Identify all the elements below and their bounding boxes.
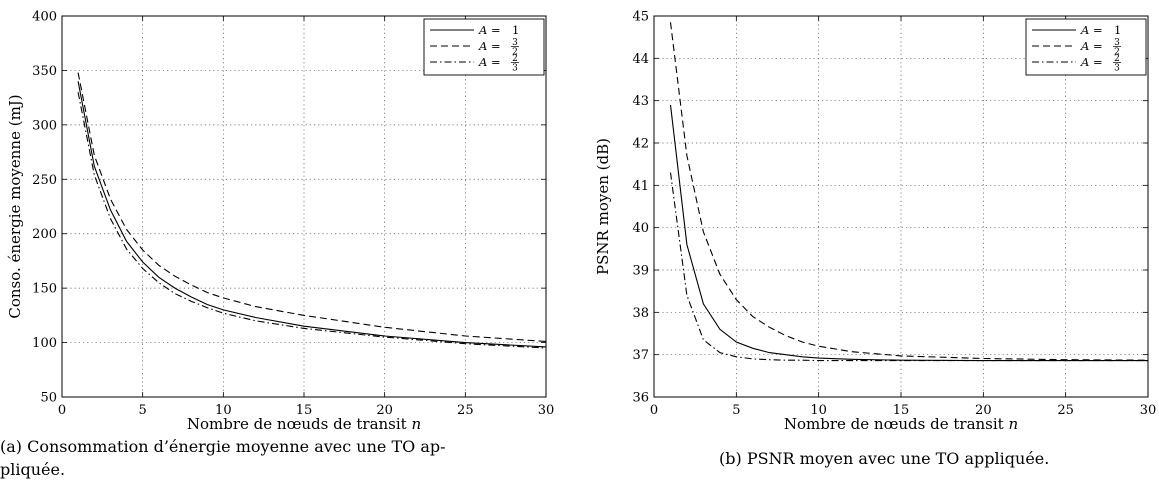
x-tick-label: 30 bbox=[1140, 403, 1157, 418]
y-tick-label: 100 bbox=[32, 336, 57, 351]
x-tick-label: 5 bbox=[139, 403, 147, 418]
x-tick-label: 10 bbox=[215, 403, 232, 418]
y-tick-label: 250 bbox=[32, 173, 57, 188]
legend-box bbox=[1025, 18, 1147, 76]
series-line-3 bbox=[77, 92, 547, 349]
y-tick-label: 350 bbox=[32, 64, 57, 79]
x-tick-label: 0 bbox=[58, 403, 66, 418]
legend-numerator: 2 bbox=[512, 54, 518, 64]
series-line-2 bbox=[77, 72, 547, 343]
y-tick-label: 200 bbox=[32, 227, 57, 242]
y-axis-label: PSNR moyen (dB) bbox=[594, 138, 612, 275]
legend-value: 1 bbox=[512, 23, 519, 37]
x-axis-label: Nombre de nœuds de transit n bbox=[784, 415, 1018, 430]
legend-label: A = bbox=[1080, 55, 1103, 69]
y-tick-label: 41 bbox=[632, 179, 649, 194]
y-tick-label: 400 bbox=[32, 10, 57, 25]
legend-label: A = bbox=[478, 39, 501, 53]
x-tick-label: 20 bbox=[376, 403, 393, 418]
y-tick-label: 50 bbox=[40, 391, 57, 406]
x-tick-label: 25 bbox=[1057, 403, 1074, 418]
legend-denominator: 2 bbox=[512, 48, 518, 58]
x-tick-label: 10 bbox=[810, 403, 827, 418]
x-tick-label: 0 bbox=[650, 403, 658, 418]
legend-label: A = bbox=[1080, 23, 1103, 37]
y-tick-label: 36 bbox=[632, 391, 649, 406]
legend-value: 1 bbox=[1114, 23, 1121, 37]
x-tick-label: 30 bbox=[538, 403, 555, 418]
legend-numerator: 2 bbox=[1114, 54, 1120, 64]
y-tick-label: 150 bbox=[32, 282, 57, 297]
series-line-1 bbox=[77, 81, 547, 348]
y-tick-label: 43 bbox=[632, 94, 649, 109]
x-axis-label: Nombre de nœuds de transit n bbox=[187, 415, 421, 430]
psnr-chart: 0 5 10 15 20 25 30 36 37 38 39 40 41 42 43 44 45 Nombre d… bbox=[594, 10, 1157, 431]
caption-psnr: (b) PSNR moyen avec une TO appliquée. bbox=[719, 449, 1050, 468]
legend-denominator: 3 bbox=[1114, 64, 1120, 74]
legend-numerator: 3 bbox=[1114, 38, 1120, 48]
y-axis-label: Conso. énergie moyenne (mJ) bbox=[6, 94, 24, 318]
y-tick-label: 45 bbox=[632, 10, 649, 25]
y-tick-label: 38 bbox=[632, 306, 649, 321]
legend-box bbox=[423, 18, 545, 76]
legend-numerator: 3 bbox=[512, 38, 518, 48]
legend-label: A = bbox=[478, 55, 501, 69]
legend-denominator: 3 bbox=[512, 64, 518, 74]
x-tick-label: 20 bbox=[975, 403, 992, 418]
y-tick-label: 39 bbox=[632, 264, 649, 279]
series-line-3 bbox=[669, 172, 1148, 362]
x-axis-variable: n bbox=[1008, 415, 1018, 430]
x-tick-label: 15 bbox=[296, 403, 313, 418]
y-tick-label: 37 bbox=[632, 348, 649, 363]
y-tick-label: 44 bbox=[632, 52, 649, 67]
legend-label: A = bbox=[478, 23, 501, 37]
y-tick-label: 42 bbox=[632, 137, 649, 152]
caption-energy-line2: pliquée. bbox=[0, 460, 66, 479]
series-line-1 bbox=[669, 104, 1148, 362]
x-axis-variable: n bbox=[411, 415, 421, 430]
y-tick-label: 40 bbox=[632, 221, 649, 236]
x-tick-label: 15 bbox=[893, 403, 910, 418]
x-tick-label: 5 bbox=[732, 403, 740, 418]
x-tick-label: 25 bbox=[457, 403, 474, 418]
caption-energy-line1: (a) Consommation d’énergie moyenne avec … bbox=[0, 437, 446, 456]
series-line-2 bbox=[669, 22, 1149, 361]
legend-label: A = bbox=[1080, 39, 1103, 53]
y-tick-label: 300 bbox=[32, 118, 57, 133]
legend-denominator: 2 bbox=[1114, 48, 1120, 58]
energy-chart: 0 5 10 15 20 25 30 50 100 150 200 250 300 350 400 Nombr… bbox=[6, 10, 555, 431]
